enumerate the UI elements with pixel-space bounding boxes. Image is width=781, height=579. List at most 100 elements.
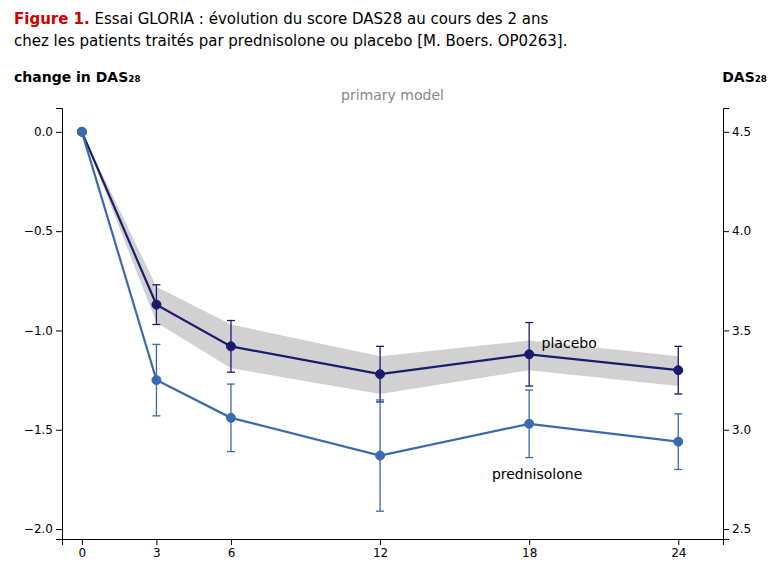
y2-tick: 4.5 xyxy=(723,125,751,139)
y2-tick-mark xyxy=(723,231,729,232)
error-bar-cap xyxy=(227,383,235,384)
chart: Figure 1. Essai GLORIA : évolution du sc… xyxy=(0,0,781,579)
x-tick-mark xyxy=(529,539,530,545)
error-bar-cap xyxy=(525,389,533,390)
y-tick-mark xyxy=(56,430,62,431)
series-point xyxy=(376,451,385,460)
x-tick: 3 xyxy=(153,539,161,560)
y-tick-label: −2.0 xyxy=(24,522,53,536)
series xyxy=(77,127,682,511)
y2-tick-label: 4.0 xyxy=(732,224,751,238)
x-tick-mark xyxy=(380,539,381,545)
series-point xyxy=(674,366,683,375)
y2-tick-label: 3.0 xyxy=(732,423,751,437)
x-axis-line xyxy=(63,540,724,546)
y2-tick-mark xyxy=(723,330,729,331)
y-tick-label: −0.5 xyxy=(24,224,53,238)
error-bar-cap xyxy=(152,415,160,416)
error-bar-cap xyxy=(152,344,160,345)
x-tick-mark xyxy=(82,539,83,545)
y2-tick-mark xyxy=(723,529,729,530)
series-point xyxy=(152,300,161,309)
error-bar xyxy=(227,321,235,373)
error-bar-cap xyxy=(227,451,235,452)
x-tick-label: 18 xyxy=(522,546,537,560)
plot-area xyxy=(77,127,682,511)
y-tick-label: −1.0 xyxy=(24,324,53,338)
y-tick: −2.0 xyxy=(24,522,62,536)
series-point xyxy=(226,342,235,351)
x-tick: 18 xyxy=(522,539,537,560)
y-tick-mark xyxy=(56,231,62,232)
error-bar-cap xyxy=(376,399,384,400)
y-axis: −2.0 −1.5 −1.0 −0.5 0.0 xyxy=(24,109,63,540)
y2-tick: 2.5 xyxy=(723,522,751,536)
y2-tick: 3.0 xyxy=(723,423,751,437)
series-point xyxy=(525,419,534,428)
error-bar xyxy=(674,346,682,394)
x-tick-mark xyxy=(231,539,232,545)
error-bar-cap xyxy=(674,413,682,414)
error-bar-cap xyxy=(152,324,160,325)
x-tick: 24 xyxy=(671,539,686,560)
x-tick: 6 xyxy=(228,539,236,560)
x-tick-label: 6 xyxy=(228,546,236,560)
y2-axis-line xyxy=(724,109,730,540)
error-bar xyxy=(525,323,533,387)
error-bar xyxy=(152,285,160,325)
y-tick: −1.0 xyxy=(24,324,62,338)
x-tick-mark xyxy=(156,539,157,545)
y2-axis-label: DAS₂₈ xyxy=(722,69,767,85)
y2-tick: 4.0 xyxy=(723,224,751,238)
series-point xyxy=(152,376,161,385)
x-tick: 0 xyxy=(79,539,87,560)
y-tick-label: −1.5 xyxy=(24,423,53,437)
y-tick-mark xyxy=(56,132,62,133)
y2-tick: 3.5 xyxy=(723,324,751,338)
x-tick-label: 24 xyxy=(671,546,686,560)
error-bar xyxy=(227,384,235,452)
error-bar-cap xyxy=(525,322,533,323)
series-point xyxy=(77,127,86,136)
series-point xyxy=(77,127,86,136)
y-tick-mark xyxy=(56,330,62,331)
title: Figure 1. Essai GLORIA : évolution du sc… xyxy=(14,10,548,28)
error-bar-cap xyxy=(376,511,384,512)
error-bar xyxy=(376,400,384,511)
y-tick: −0.5 xyxy=(24,224,62,238)
y-tick: −1.5 xyxy=(24,423,62,437)
error-bar-cap xyxy=(674,469,682,470)
series-line xyxy=(82,132,678,374)
x-tick: 12 xyxy=(373,539,388,560)
title-bold: Figure 1. xyxy=(14,10,90,28)
y2-tick-label: 2.5 xyxy=(732,522,751,536)
y2-tick-mark xyxy=(723,430,729,431)
series-point xyxy=(376,370,385,379)
error-bar-cap xyxy=(674,393,682,394)
series-point xyxy=(525,350,534,359)
annotations: placebo prednisolone xyxy=(492,335,597,482)
title-rest: Essai GLORIA : évolution du score DAS28 … xyxy=(90,10,549,28)
error-bar xyxy=(525,390,533,458)
title-line2: chez les patients traités par prednisolo… xyxy=(14,32,567,50)
subtitle: primary model xyxy=(341,87,444,103)
y2-tick-label: 4.5 xyxy=(732,125,751,139)
error-bar xyxy=(376,346,384,402)
y-tick-label: 0.0 xyxy=(34,125,53,139)
y-tick-mark xyxy=(56,529,62,530)
x-tick-label: 12 xyxy=(373,546,388,560)
annotation: prednisolone xyxy=(492,466,582,482)
y2-tick-mark xyxy=(723,132,729,133)
error-bar-cap xyxy=(376,346,384,347)
x-axis: 0 3 6 12 18 24 xyxy=(63,539,724,560)
x-tick-mark xyxy=(678,539,679,545)
x-tick-label: 3 xyxy=(153,546,161,560)
series-point xyxy=(226,413,235,422)
y2-axis: 2.5 3.0 3.5 4.0 4.5 xyxy=(723,109,751,540)
series-point xyxy=(674,437,683,446)
error-bar-cap xyxy=(227,320,235,321)
error-bar xyxy=(674,414,682,470)
x-tick-label: 0 xyxy=(79,546,87,560)
y-tick: 0.0 xyxy=(34,125,62,139)
annotation: placebo xyxy=(542,335,597,351)
